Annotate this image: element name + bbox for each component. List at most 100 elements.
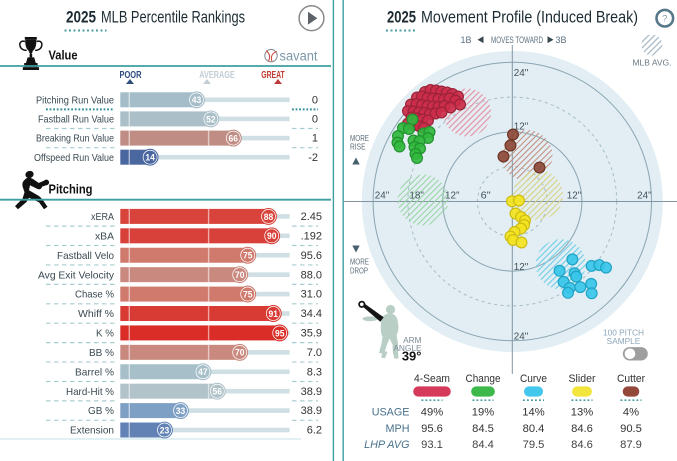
svg-text:39°: 39° [402,349,422,364]
svg-text:?: ? [662,13,667,24]
svg-text:USAGE: USAGE [372,406,410,418]
svg-text:52: 52 [206,114,216,125]
svg-text:Movement Profile (Induced Brea: Movement Profile (Induced Break) [421,8,638,27]
svg-text:MPH: MPH [386,423,410,435]
svg-text:24": 24" [514,68,529,79]
svg-text:8.3: 8.3 [307,366,322,378]
svg-text:6.2: 6.2 [307,425,322,437]
svg-text:3B: 3B [555,35,566,45]
svg-text:2025: 2025 [387,8,416,27]
svg-text:0: 0 [312,114,318,126]
svg-text:MLB AVG.: MLB AVG. [632,58,671,68]
svg-text:Pitching Run Value: Pitching Run Value [36,94,114,106]
svg-text:84.6: 84.6 [571,439,593,451]
svg-text:75: 75 [243,289,253,300]
svg-text:38.9: 38.9 [301,405,322,417]
svg-text:Cutter: Cutter [617,373,645,385]
svg-text:1: 1 [312,133,318,145]
svg-text:12": 12" [445,190,460,201]
svg-text:Change: Change [466,373,501,385]
svg-text:Fastball Velo: Fastball Velo [57,250,114,262]
svg-text:18": 18" [409,190,424,201]
svg-text:95.6: 95.6 [301,250,322,262]
svg-text:Hard-Hit %: Hard-Hit % [66,386,114,398]
svg-text:56: 56 [213,387,223,398]
svg-text:MLB Percentile Rankings: MLB Percentile Rankings [101,8,245,27]
svg-text:13%: 13% [571,406,593,418]
svg-text:23: 23 [160,425,170,436]
svg-text:2025: 2025 [66,8,96,27]
svg-text:24": 24" [514,332,529,343]
svg-text:100 PITCH: 100 PITCH [603,328,644,338]
svg-text:Curve: Curve [520,373,547,385]
svg-text:88.0: 88.0 [301,269,322,281]
svg-text:Whiff %: Whiff % [78,308,114,320]
svg-text:80.4: 80.4 [523,423,545,435]
svg-text:66: 66 [229,134,239,145]
svg-text:Pitching: Pitching [49,182,93,197]
svg-text:75: 75 [243,251,253,262]
svg-text:2.45: 2.45 [301,211,322,223]
svg-text:Value: Value [49,48,78,63]
svg-text:19%: 19% [472,406,494,418]
svg-text:POOR: POOR [120,70,142,81]
svg-text:95.6: 95.6 [421,423,443,435]
svg-text:35.9: 35.9 [301,328,322,340]
svg-text:87.9: 87.9 [620,439,642,451]
svg-text:.192: .192 [301,230,322,242]
svg-text:GREAT: GREAT [261,70,285,81]
svg-text:84.5: 84.5 [472,423,494,435]
svg-text:Chase %: Chase % [75,289,114,301]
svg-text:4%: 4% [623,406,639,418]
svg-text:49%: 49% [421,406,443,418]
svg-text:xBA: xBA [95,230,114,242]
svg-text:MORE: MORE [350,257,369,267]
svg-text:91: 91 [269,309,279,320]
svg-text:GB %: GB % [88,405,114,417]
svg-text:24": 24" [637,190,652,201]
svg-text:Extension: Extension [70,425,114,437]
svg-text:1B: 1B [460,35,471,45]
svg-text:-2: -2 [308,152,318,164]
svg-text:RISE: RISE [350,142,366,152]
svg-text:70: 70 [235,270,245,281]
svg-text:95: 95 [275,328,285,339]
svg-text:xERA: xERA [91,211,114,223]
svg-text:24": 24" [375,190,390,201]
svg-text:ARM: ARM [403,335,422,345]
svg-text:84.6: 84.6 [571,423,593,435]
svg-text:4-Seam: 4-Seam [414,373,450,385]
svg-text:84.4: 84.4 [472,439,494,451]
svg-text:K %: K % [96,328,114,340]
svg-text:90.5: 90.5 [620,423,642,435]
svg-text:savant: savant [280,48,318,63]
svg-text:14: 14 [145,153,155,164]
svg-text:88: 88 [264,212,274,223]
svg-text:0: 0 [312,94,318,106]
svg-text:6": 6" [481,190,491,201]
svg-text:47: 47 [198,367,208,378]
svg-text:33: 33 [176,406,186,417]
svg-text:SAMPLE: SAMPLE [607,336,641,346]
svg-text:ANGLE: ANGLE [393,343,422,353]
svg-text:12": 12" [514,122,529,133]
svg-text:38.9: 38.9 [301,386,322,398]
svg-text:Offspeed Run Value: Offspeed Run Value [34,152,114,164]
svg-text:Barrel %: Barrel % [75,366,114,378]
svg-text:43: 43 [192,95,202,106]
svg-text:LHP AVG: LHP AVG [364,439,409,451]
svg-text:31.0: 31.0 [301,289,322,301]
svg-text:70: 70 [235,348,245,359]
svg-text:93.1: 93.1 [421,439,443,451]
svg-text:Avg Exit Velocity: Avg Exit Velocity [38,269,115,281]
svg-text:MOVES TOWARD: MOVES TOWARD [491,35,543,45]
svg-text:AVERAGE: AVERAGE [199,70,235,81]
svg-text:79.5: 79.5 [523,439,545,451]
svg-text:DROP: DROP [350,266,368,276]
svg-text:Fastball Run Value: Fastball Run Value [38,114,114,126]
svg-text:90: 90 [267,231,277,242]
svg-text:14%: 14% [522,406,544,418]
svg-text:34.4: 34.4 [301,308,322,320]
svg-text:Breaking Run Value: Breaking Run Value [36,133,114,145]
svg-text:12": 12" [567,190,582,201]
